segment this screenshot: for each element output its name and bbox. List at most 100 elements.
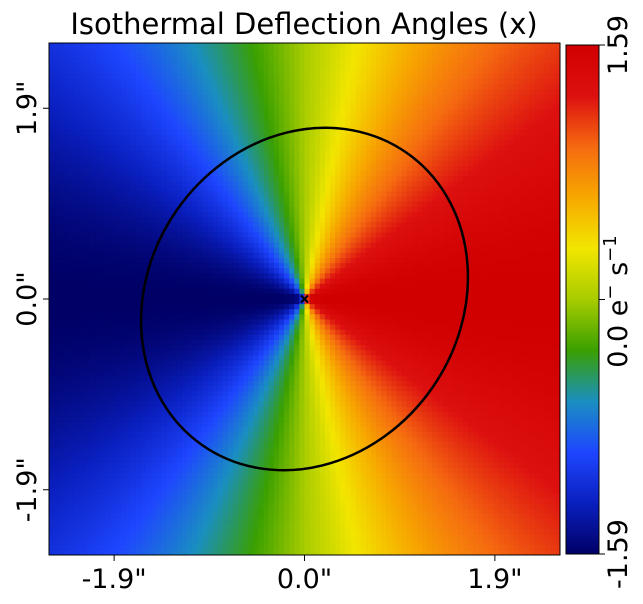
heatmap-cell: [248, 124, 254, 131]
heatmap-cell: [222, 181, 229, 187]
heatmap-cell: [166, 268, 173, 274]
heatmap-cell: [335, 94, 341, 100]
heatmap-cell: [227, 160, 234, 167]
heatmap-cell: [468, 196, 474, 203]
heatmap-cell: [115, 237, 122, 244]
heatmap-cell: [483, 43, 490, 49]
heatmap-cell: [299, 145, 306, 152]
heatmap-cell: [519, 196, 525, 203]
heatmap-cell: [447, 89, 454, 95]
heatmap-cell: [370, 206, 377, 213]
heatmap-cell: [534, 58, 541, 65]
heatmap-cell: [391, 258, 398, 264]
heatmap-cell: [186, 73, 193, 80]
heatmap-cell: [534, 48, 541, 54]
heatmap-cell: [110, 242, 117, 249]
heatmap-cell: [314, 288, 321, 295]
heatmap-cell: [192, 268, 198, 274]
heatmap-cell: [406, 263, 413, 269]
heatmap-cell: [340, 130, 346, 136]
heatmap-cell: [49, 263, 55, 269]
heatmap-cell: [151, 78, 157, 85]
heatmap-cell: [156, 150, 163, 157]
heatmap-cell: [202, 155, 209, 162]
heatmap-cell: [462, 119, 469, 126]
heatmap-cell: [447, 273, 454, 280]
heatmap-cell: [115, 53, 122, 59]
heatmap-cell: [324, 283, 331, 290]
heatmap-cell: [534, 94, 541, 100]
heatmap-cell: [74, 160, 81, 167]
heatmap-cell: [105, 176, 111, 182]
heatmap-cell: [519, 288, 525, 295]
heatmap-cell: [309, 150, 316, 157]
heatmap-cell: [468, 68, 474, 75]
heatmap-cell: [294, 252, 300, 259]
heatmap-cell: [171, 48, 178, 54]
heatmap-cell: [186, 124, 193, 131]
heatmap-cell: [381, 263, 387, 269]
heatmap-cell: [105, 222, 111, 228]
heatmap-cell: [539, 196, 546, 203]
heatmap-cell: [59, 247, 65, 254]
heatmap-cell: [135, 222, 142, 228]
heatmap-cell: [105, 288, 111, 295]
heatmap-cell: [493, 68, 500, 75]
heatmap-cell: [49, 237, 55, 244]
heatmap-cell: [514, 247, 520, 254]
heatmap-cell: [258, 43, 265, 49]
heatmap-cell: [186, 232, 193, 239]
heatmap-cell: [294, 119, 300, 126]
heatmap-cell: [529, 89, 536, 95]
heatmap-cell: [222, 119, 229, 126]
heatmap-cell: [100, 201, 106, 208]
heatmap-cell: [212, 114, 219, 121]
heatmap-cell: [130, 186, 137, 193]
heatmap-cell: [125, 217, 132, 223]
heatmap-cell: [539, 119, 546, 126]
heatmap-cell: [171, 124, 178, 131]
heatmap-cell: [554, 165, 560, 172]
heatmap-cell: [181, 114, 188, 121]
heatmap-cell: [161, 283, 168, 290]
heatmap-cell: [258, 217, 265, 223]
heatmap-cell: [253, 283, 260, 290]
heatmap-cell: [396, 104, 403, 111]
heatmap-cell: [324, 130, 331, 136]
heatmap-cell: [529, 43, 536, 49]
heatmap-cell: [181, 58, 188, 65]
heatmap-cell: [217, 94, 224, 100]
heatmap-cell: [324, 160, 331, 167]
heatmap-cell: [498, 145, 505, 152]
heatmap-cell: [207, 186, 214, 193]
heatmap-cell: [100, 263, 106, 269]
heatmap-cell: [498, 227, 505, 234]
heatmap-cell: [79, 109, 86, 116]
heatmap-cell: [146, 222, 152, 228]
heatmap-cell: [462, 258, 469, 264]
heatmap-cell: [376, 78, 382, 85]
heatmap-cell: [156, 119, 163, 126]
heatmap-cell: [442, 268, 449, 274]
heatmap-cell: [146, 130, 152, 136]
heatmap-cell: [64, 293, 71, 300]
heatmap-cell: [232, 288, 239, 295]
heatmap-cell: [534, 171, 541, 177]
heatmap-cell: [411, 165, 418, 172]
heatmap-cell: [468, 83, 474, 90]
heatmap-cell: [345, 176, 352, 182]
heatmap-cell: [427, 48, 433, 54]
heatmap-cell: [355, 283, 362, 290]
heatmap-cell: [468, 89, 474, 95]
heatmap-cell: [406, 237, 413, 244]
heatmap-cell: [100, 78, 106, 85]
heatmap-cell: [232, 145, 239, 152]
heatmap-cell: [217, 58, 224, 65]
heatmap-cell: [391, 78, 398, 85]
heatmap-cell: [115, 227, 122, 234]
heatmap-cell: [508, 109, 515, 116]
heatmap-cell: [227, 273, 234, 280]
heatmap-cell: [319, 273, 326, 280]
heatmap-cell: [278, 258, 285, 264]
heatmap-cell: [89, 211, 96, 218]
